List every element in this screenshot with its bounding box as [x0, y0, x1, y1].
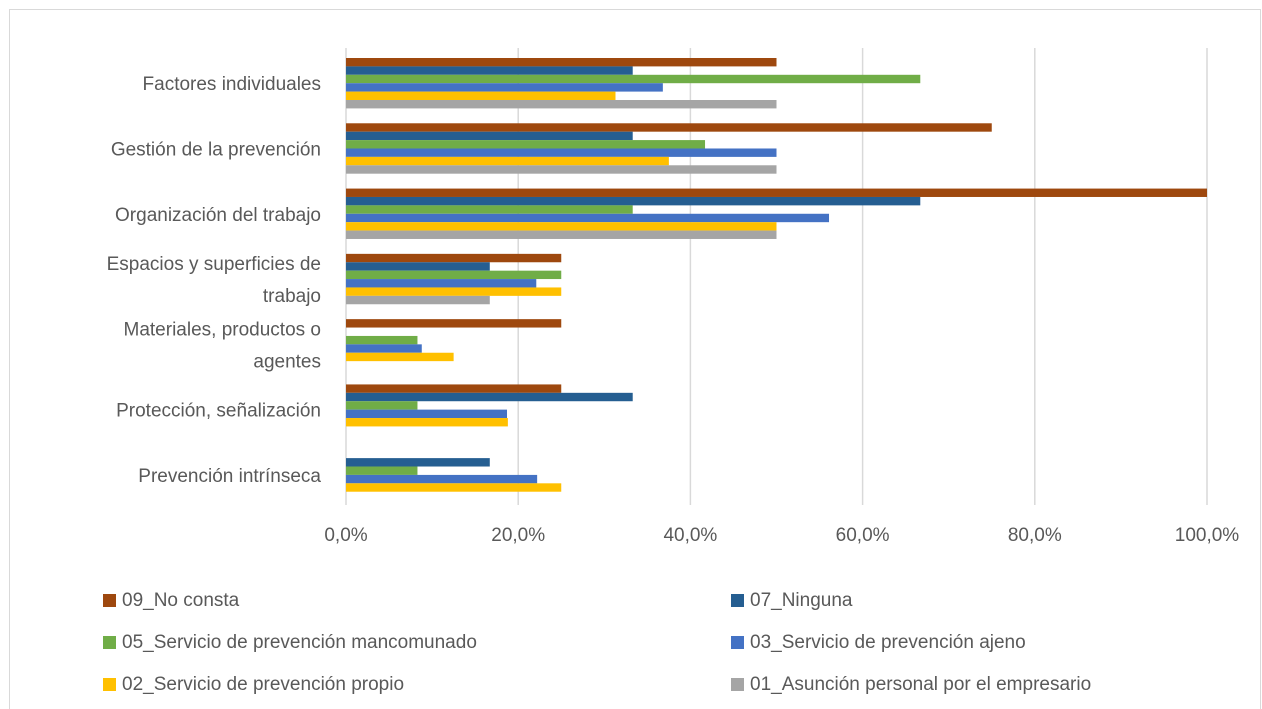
legend-label: 09_No consta: [122, 590, 240, 611]
bar: [346, 205, 633, 214]
bar: [346, 401, 418, 410]
bar: [346, 58, 777, 67]
bar: [346, 483, 562, 492]
x-tick-labels: 0,0% 20,0% 40,0% 60,0% 80,0% 100,0%: [324, 525, 1239, 546]
bar: [346, 83, 663, 92]
bar: [346, 100, 777, 109]
bar: [346, 287, 562, 296]
bar: [346, 466, 418, 475]
x-tick-label: 0,0%: [324, 525, 367, 546]
legend-label: 05_Servicio de prevención mancomunado: [122, 632, 477, 653]
category-label: Prevención intrínseca: [138, 466, 321, 487]
legend-swatch: [731, 594, 744, 607]
x-tick-label: 40,0%: [663, 525, 717, 546]
category-label: Factores individuales: [143, 74, 321, 95]
x-tick-label: 80,0%: [1008, 525, 1062, 546]
legend-label: 07_Ninguna: [750, 590, 853, 611]
legend-swatch: [103, 678, 116, 691]
bar: [346, 279, 537, 288]
bar: [346, 295, 490, 305]
category-label: Gestión de la prevención: [111, 139, 321, 160]
bar: [346, 344, 422, 353]
legend-swatch: [731, 636, 744, 649]
legend-swatch: [103, 636, 116, 649]
legend-label: 01_Asunción personal por el empresario: [750, 674, 1091, 695]
bar: [346, 188, 1207, 197]
x-tick-label: 60,0%: [836, 525, 890, 546]
bar: [346, 384, 562, 393]
legend: 09_No consta 07_Ninguna 05_Servicio de pre…: [103, 590, 1091, 695]
x-tick-label: 100,0%: [1175, 525, 1240, 546]
x-tick-label: 20,0%: [491, 525, 545, 546]
legend-label: 03_Servicio de prevención ajeno: [750, 632, 1026, 653]
bar: [346, 392, 633, 402]
legend-swatch: [731, 678, 744, 691]
bar: [346, 196, 921, 206]
bar: [346, 131, 633, 141]
bar: [346, 319, 562, 328]
bar: [346, 270, 562, 280]
bar: [346, 474, 538, 484]
bar: [346, 335, 418, 345]
bar: [346, 409, 508, 419]
category-labels: Factores individuales Gestión de la preve…: [107, 74, 322, 487]
bar: [346, 140, 706, 149]
bar: [346, 418, 508, 427]
category-label: Espacios y superficies de trabajo: [107, 254, 321, 307]
bar: [346, 74, 921, 84]
bar: [346, 165, 777, 174]
bars: [346, 58, 1207, 492]
category-label: Materiales, productos o agentes: [124, 319, 322, 372]
bar: [346, 458, 490, 467]
bar: [346, 148, 777, 157]
category-label: Protección, señalización: [116, 401, 321, 422]
bar: [346, 123, 992, 132]
category-label: Organización del trabajo: [115, 205, 321, 226]
bar: [346, 262, 490, 271]
bar: [346, 213, 830, 223]
bar: [346, 222, 777, 231]
bar: [346, 253, 562, 263]
bar: [346, 156, 669, 166]
bar: [346, 352, 454, 362]
bar: [346, 230, 777, 239]
bar: [346, 66, 633, 75]
legend-label: 02_Servicio de prevención propio: [122, 674, 404, 695]
bar: [346, 91, 616, 100]
legend-swatch: [103, 594, 116, 607]
